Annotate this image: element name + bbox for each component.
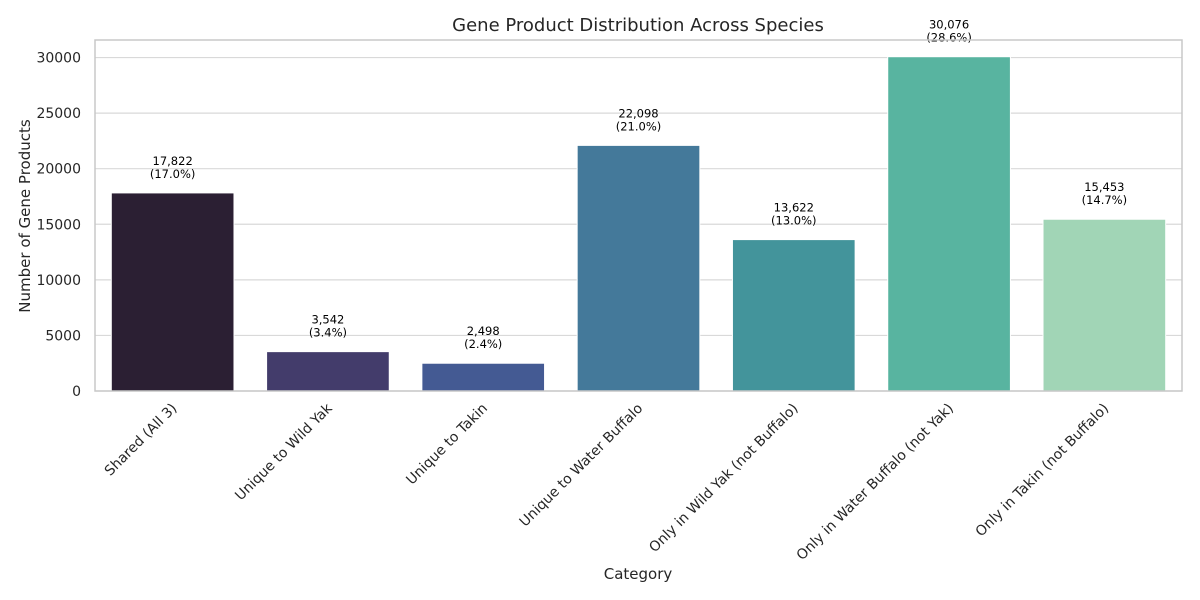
bar-percent-label: (14.7%) <box>1082 193 1128 207</box>
y-tick-label: 10000 <box>36 273 81 289</box>
bar-percent-label: (2.4%) <box>464 337 502 351</box>
x-tick-label: Only in Wild Yak (not Buffalo) <box>646 401 801 556</box>
bar-percent-label: (21.0%) <box>616 119 662 133</box>
x-tick-label: Unique to Takin <box>403 401 491 489</box>
y-tick-label: 20000 <box>36 162 81 178</box>
x-tick-label: Shared (All 3) <box>102 401 181 480</box>
x-tick-label: Only in Takin (not Buffalo) <box>973 401 1113 541</box>
x-tick-label: Only in Water Buffalo (not Yak) <box>794 401 957 564</box>
y-tick-label: 30000 <box>36 51 81 67</box>
bar <box>731 239 856 392</box>
bar-value-label: 15,453 <box>1084 180 1124 194</box>
bar-percent-label: (13.0%) <box>771 214 817 228</box>
x-axis-ticks: Shared (All 3) Unique to Wild Yak Unique t… <box>102 400 1112 564</box>
bar <box>576 144 701 392</box>
bar-value-label: 3,542 <box>311 313 344 327</box>
bars <box>110 56 1167 392</box>
bar-value-label: 22,098 <box>618 106 658 120</box>
chart-title: Gene Product Distribution Across Species <box>452 15 824 36</box>
bar-value-label: 30,076 <box>929 18 969 32</box>
bar <box>266 351 390 392</box>
bar-value-label: 17,822 <box>153 154 193 168</box>
y-tick-label: 5000 <box>45 328 81 344</box>
bar <box>1042 218 1167 392</box>
bar-percent-label: (28.6%) <box>926 31 972 45</box>
bar-value-label: 13,622 <box>774 201 814 215</box>
x-tick-label: Unique to Wild Yak <box>232 400 336 504</box>
y-tick-label: 15000 <box>36 217 81 233</box>
x-axis-label: Category <box>604 565 673 583</box>
bar-value-label: 2,498 <box>467 324 500 338</box>
bar <box>110 192 235 392</box>
y-axis-label: Number of Gene Products <box>16 119 34 313</box>
y-tick-label: 25000 <box>36 106 81 122</box>
bar-percent-label: (3.4%) <box>309 326 347 340</box>
plot-frame <box>94 39 1183 392</box>
bar-percent-label: (17.0%) <box>150 167 196 181</box>
bar <box>887 56 1011 392</box>
bar <box>421 362 546 392</box>
y-axis-ticks: 0 5000 10000 15000 20000 25000 30000 <box>36 51 81 400</box>
data-labels: 17,822(17.0%) 3,542(3.4%) 2,498(2.4%) 22,09… <box>150 18 1127 352</box>
y-tick-label: 0 <box>72 384 81 400</box>
x-tick-label: Unique to Water Buffalo <box>517 401 647 531</box>
